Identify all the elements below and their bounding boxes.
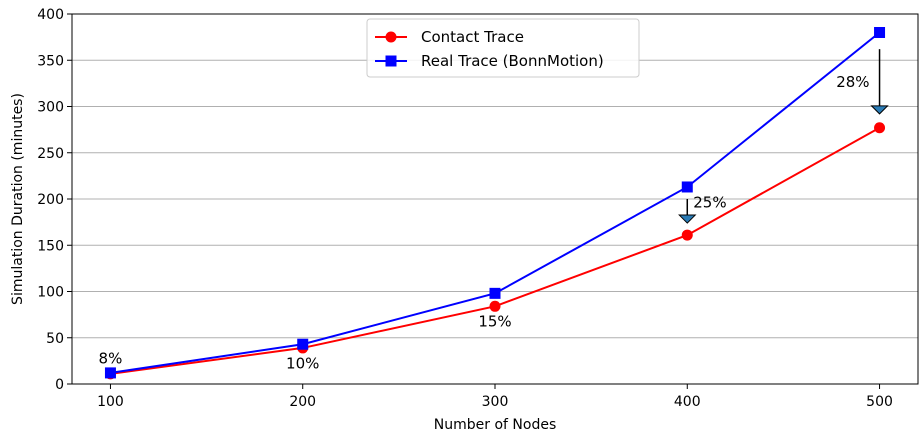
- annotation-label: 15%: [478, 313, 511, 331]
- y-tick-label: 350: [37, 53, 64, 69]
- annotation-label: 28%: [836, 73, 869, 91]
- series-line: [110, 126, 881, 375]
- arrow-head: [870, 105, 889, 115]
- y-tick-label: 300: [37, 100, 64, 116]
- data-point: [681, 181, 693, 193]
- data-point: [297, 338, 309, 350]
- arrow-head: [678, 214, 697, 224]
- x-axis-ticks: 100 200 300 400 500: [97, 384, 893, 410]
- y-tick-label: 100: [37, 285, 64, 301]
- annotation-label: 25%: [693, 193, 726, 211]
- data-point: [874, 122, 886, 134]
- y-axis-title: Simulation Duration (minutes): [10, 93, 26, 305]
- data-point: [489, 300, 501, 312]
- legend-box: [366, 18, 640, 78]
- x-tick-label: 300: [482, 394, 509, 410]
- annotation-label: 10%: [286, 354, 319, 372]
- y-tick-label: 400: [37, 7, 64, 23]
- x-tick-label: 400: [674, 394, 701, 410]
- series-markers: [104, 27, 886, 380]
- x-tick-label: 500: [866, 394, 893, 410]
- legend: Contact Trace Real Trace (BonnMotion): [366, 18, 640, 78]
- data-point: [104, 367, 116, 379]
- y-tick-label: 200: [37, 192, 64, 208]
- annotation-arrows: [678, 49, 889, 224]
- y-axis-ticks: 0 50 100 150 200 250 300 350 400: [37, 7, 72, 393]
- x-tick-label: 100: [97, 394, 124, 410]
- x-axis-title: Number of Nodes: [434, 417, 556, 433]
- y-tick-label: 250: [37, 146, 64, 162]
- grid-lines: [72, 59, 918, 339]
- y-tick-label: 50: [46, 331, 64, 347]
- legend-swatch-marker: [385, 31, 397, 43]
- y-tick-label: 150: [37, 238, 64, 254]
- data-point: [681, 229, 693, 241]
- annotation-label: 8%: [99, 350, 123, 368]
- data-point: [874, 27, 886, 38]
- x-tick-label: 200: [289, 394, 316, 410]
- data-point: [489, 287, 501, 299]
- legend-label: Real Trace (BonnMotion): [421, 52, 604, 70]
- legend-swatch-marker: [385, 55, 397, 67]
- annotations: 8% 10% 15% 25% 28%: [99, 73, 870, 372]
- y-tick-label: 0: [55, 377, 64, 393]
- legend-label: Contact Trace: [421, 28, 524, 46]
